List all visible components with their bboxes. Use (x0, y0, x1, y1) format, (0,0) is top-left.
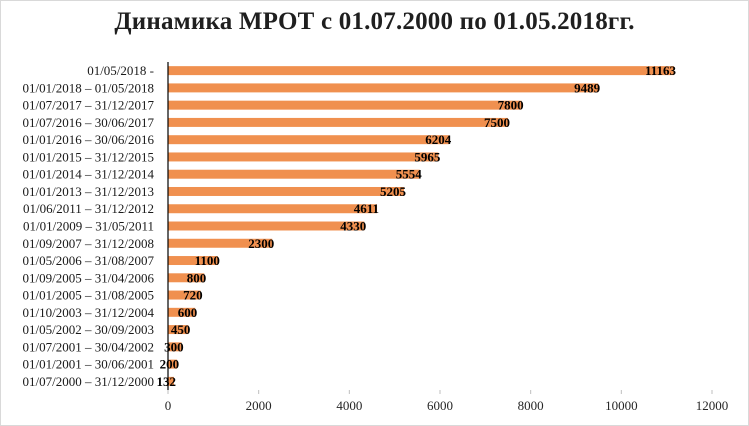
data-label: 5965 (414, 149, 441, 164)
data-label: 5205 (380, 184, 407, 199)
data-label: 300 (164, 339, 184, 354)
bar (168, 359, 178, 369)
data-label: 132 (156, 374, 176, 389)
data-label: 1100 (195, 253, 220, 268)
data-label: 600 (178, 305, 198, 320)
category-label: 01/01/2013 – 31/12/2013 (23, 184, 154, 199)
x-tick-label: 8000 (518, 398, 544, 413)
x-tick-label: 6000 (427, 398, 453, 413)
bar (168, 256, 218, 266)
category-label: 01/01/2001 – 30/06/2001 (23, 357, 154, 372)
category-label: 01/06/2011 – 31/12/2012 (23, 201, 154, 216)
category-label: 01/07/2017 – 31/12/2017 (23, 98, 155, 113)
category-label: 01/01/2009 – 31/05/2011 (23, 219, 154, 234)
category-label: 01/07/2001 – 30/04/2002 (23, 339, 154, 354)
bar (168, 290, 201, 300)
data-label: 450 (171, 322, 191, 337)
data-label: 4330 (340, 219, 366, 234)
data-label: 9489 (574, 80, 601, 95)
category-label: 01/05/2006 – 31/08/2007 (23, 253, 155, 268)
data-label: 5554 (396, 167, 423, 182)
bar (168, 135, 450, 145)
bar (168, 83, 599, 93)
x-tick-label: 12000 (696, 398, 729, 413)
data-label: 800 (187, 270, 207, 285)
x-tick-label: 2000 (246, 398, 272, 413)
data-label: 2300 (248, 236, 274, 251)
data-label: 7800 (498, 98, 524, 113)
category-label: 01/01/2016 – 30/06/2016 (23, 132, 155, 147)
category-label: 01/07/2000 – 31/12/2000 (23, 374, 154, 389)
bar (168, 186, 404, 196)
bar (168, 221, 365, 231)
data-label: 4611 (354, 201, 379, 216)
bar (168, 152, 439, 162)
data-label: 7500 (484, 115, 510, 130)
bar (168, 238, 273, 248)
category-label: 01/09/2005 – 31/04/2006 (23, 270, 155, 285)
x-tick-label: 4000 (336, 398, 362, 413)
category-label: 01/05/2018 - (87, 63, 154, 78)
bar (168, 169, 420, 179)
data-label: 6204 (425, 132, 452, 147)
data-label: 200 (160, 357, 180, 372)
category-label: 01/01/2005 – 31/08/2005 (23, 288, 154, 303)
category-label: 01/07/2016 – 30/06/2017 (23, 115, 155, 130)
bar (168, 325, 189, 335)
data-label: 720 (183, 288, 203, 303)
x-tick-label: 0 (165, 398, 172, 413)
bar (168, 376, 174, 386)
category-label: 01/01/2014 – 31/12/2014 (23, 167, 155, 182)
category-label: 01/01/2018 – 01/05/2018 (23, 80, 154, 95)
x-tick-label: 10000 (605, 398, 638, 413)
bar (168, 204, 378, 214)
bar (168, 100, 522, 110)
category-label: 01/05/2002 – 30/09/2003 (23, 322, 154, 337)
bar (168, 307, 196, 317)
bar (168, 117, 508, 127)
category-label: 01/10/2003 – 31/12/2004 (23, 305, 155, 320)
category-label: 01/09/2007 – 31/12/2008 (23, 236, 154, 251)
chart-title: Динамика МРОТ с 01.07.2000 по 01.05.2018… (114, 8, 635, 35)
category-label: 01/01/2015 – 31/12/2015 (23, 149, 154, 164)
data-label: 11163 (645, 63, 677, 78)
bar (168, 342, 182, 352)
bar (168, 66, 675, 76)
bar (168, 273, 205, 283)
